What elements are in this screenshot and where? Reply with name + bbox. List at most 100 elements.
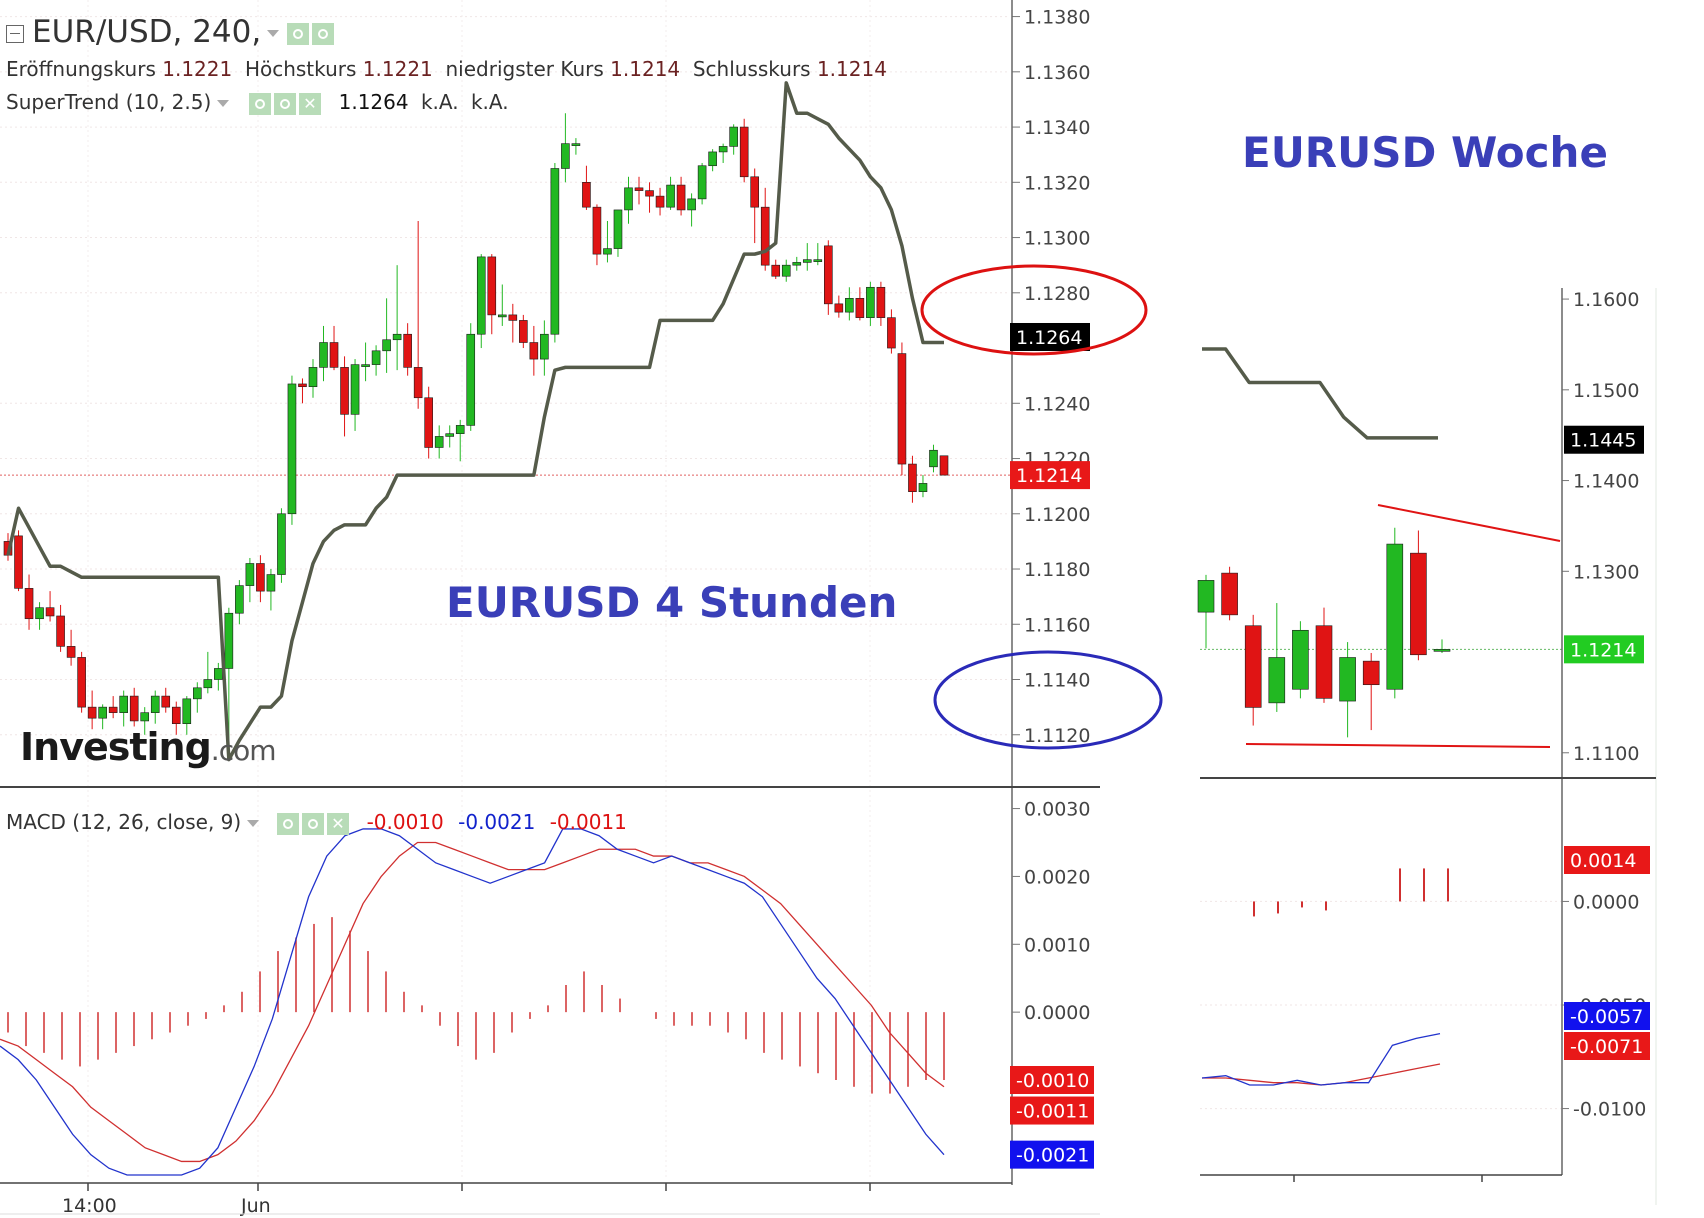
y-tick-label: 1.1600 xyxy=(1573,289,1639,311)
weekly-candle xyxy=(1386,543,1404,690)
eye-icon[interactable] xyxy=(277,812,300,835)
candle xyxy=(876,286,886,318)
candle xyxy=(14,535,23,589)
candle xyxy=(603,248,612,255)
y-tick-label: 1.1400 xyxy=(1573,471,1639,493)
candle xyxy=(792,262,802,266)
candle xyxy=(66,646,76,658)
candle xyxy=(476,256,486,335)
candle xyxy=(582,182,591,208)
close-icon[interactable] xyxy=(327,812,350,835)
weekly-macd-tag-hist: 0.0014 xyxy=(1570,850,1636,872)
weekly-candle xyxy=(1268,657,1286,704)
title-4h: EURUSD 4 Stunden xyxy=(446,578,898,627)
y-tick-label: 0.0000 xyxy=(1573,891,1639,913)
candle xyxy=(697,165,707,200)
y-tick-label: 1.1300 xyxy=(1573,561,1639,583)
supertrend-line xyxy=(6,81,944,762)
price-tag-supertrend-bg xyxy=(1010,322,1090,351)
weekly-macd-tag-signal-bg xyxy=(1564,1032,1650,1060)
candle xyxy=(340,367,349,415)
candle xyxy=(235,585,244,614)
title-week: EURUSD Woche xyxy=(1242,128,1608,177)
candle xyxy=(824,245,833,305)
weekly-candle xyxy=(1197,580,1215,613)
macd-tag-hist-bg xyxy=(1010,1066,1094,1094)
candle xyxy=(350,364,360,415)
candle xyxy=(666,184,675,208)
candle xyxy=(655,195,665,208)
candle xyxy=(392,333,402,341)
candle xyxy=(918,483,928,492)
weekly-candle xyxy=(1362,660,1380,686)
candle xyxy=(887,317,896,349)
ohlc-close-label: Schlusskurs xyxy=(692,57,811,81)
macd-tag-signal: -0.0011 xyxy=(1016,1101,1089,1123)
macd-tag-signal-bg xyxy=(1010,1096,1094,1125)
chevron-down-icon[interactable] xyxy=(267,30,280,37)
close-icon[interactable] xyxy=(299,92,322,115)
x-tick-label: Jun xyxy=(240,1195,271,1217)
logo-suffix: .com xyxy=(210,734,277,767)
candle xyxy=(298,383,307,388)
candle xyxy=(413,367,423,399)
weekly-candle xyxy=(1244,625,1262,708)
price-tag-supertrend: 1.1264 xyxy=(1016,327,1082,349)
candle xyxy=(687,198,696,211)
y-tick-label: 1.1100 xyxy=(1573,743,1639,765)
candle xyxy=(224,612,234,669)
candle xyxy=(487,256,497,316)
candle xyxy=(729,126,738,147)
ohlc-open-label: Eröffnungskurs xyxy=(6,57,156,81)
gear-icon[interactable] xyxy=(312,22,335,45)
supertrend-legend: SuperTrend (10, 2.5) 1.1264 k.A. k.A. xyxy=(6,90,509,115)
candle xyxy=(866,286,875,318)
y-tick-label: 1.1180 xyxy=(1024,559,1090,581)
ellipse-red xyxy=(920,264,1148,356)
ohlc-open-value: 1.1221 xyxy=(162,57,233,81)
candle xyxy=(382,339,391,352)
candle xyxy=(519,320,528,343)
ohlc-close-value: 1.1214 xyxy=(816,57,887,81)
candle xyxy=(35,607,44,620)
logo-main: Investing xyxy=(20,725,212,769)
ohlc-legend: Eröffnungskurs 1.1221 Höchstkurs 1.1221 … xyxy=(6,57,887,81)
chevron-down-icon[interactable] xyxy=(247,820,260,827)
candle xyxy=(897,353,907,465)
y-tick-label: 1.1300 xyxy=(1024,228,1090,250)
supertrend-na-1: k.A. xyxy=(420,90,459,114)
weekly-macd-tag-signal: -0.0071 xyxy=(1570,1036,1643,1058)
y-tick-label: 1.1240 xyxy=(1024,393,1090,415)
macd-signal-line xyxy=(0,841,945,1163)
collapse-icon[interactable] xyxy=(6,24,24,43)
candle xyxy=(834,303,844,313)
ohlc-high-label: Höchstkurs xyxy=(244,57,357,81)
weekly-macd-tag-macd-bg xyxy=(1564,1002,1650,1030)
chevron-down-icon[interactable] xyxy=(217,100,230,107)
candle xyxy=(287,383,297,515)
candle xyxy=(592,206,602,255)
weekly-supertrend-line xyxy=(1202,347,1438,440)
candle xyxy=(161,695,171,708)
trendline-upper xyxy=(1377,504,1561,542)
candle xyxy=(497,314,507,318)
gear-icon[interactable] xyxy=(302,812,325,835)
gear-icon[interactable] xyxy=(274,92,297,115)
candle xyxy=(781,264,791,277)
candle xyxy=(193,687,202,700)
eye-icon[interactable] xyxy=(249,92,272,115)
eye-icon[interactable] xyxy=(287,22,310,45)
candle xyxy=(613,209,623,249)
macd-hist-value: -0.0010 xyxy=(366,810,444,834)
weekly-macd-tag-hist-bg xyxy=(1564,846,1650,874)
macd-line xyxy=(0,828,945,1176)
candle xyxy=(108,706,118,713)
y-tick-label: 1.1140 xyxy=(1024,670,1090,692)
candle xyxy=(245,563,255,586)
trendline-lower xyxy=(1245,743,1551,748)
candle xyxy=(98,706,107,719)
weekly-candle xyxy=(1292,629,1309,690)
candle xyxy=(424,397,433,448)
weekly-macd-tag-macd: -0.0057 xyxy=(1570,1006,1643,1028)
